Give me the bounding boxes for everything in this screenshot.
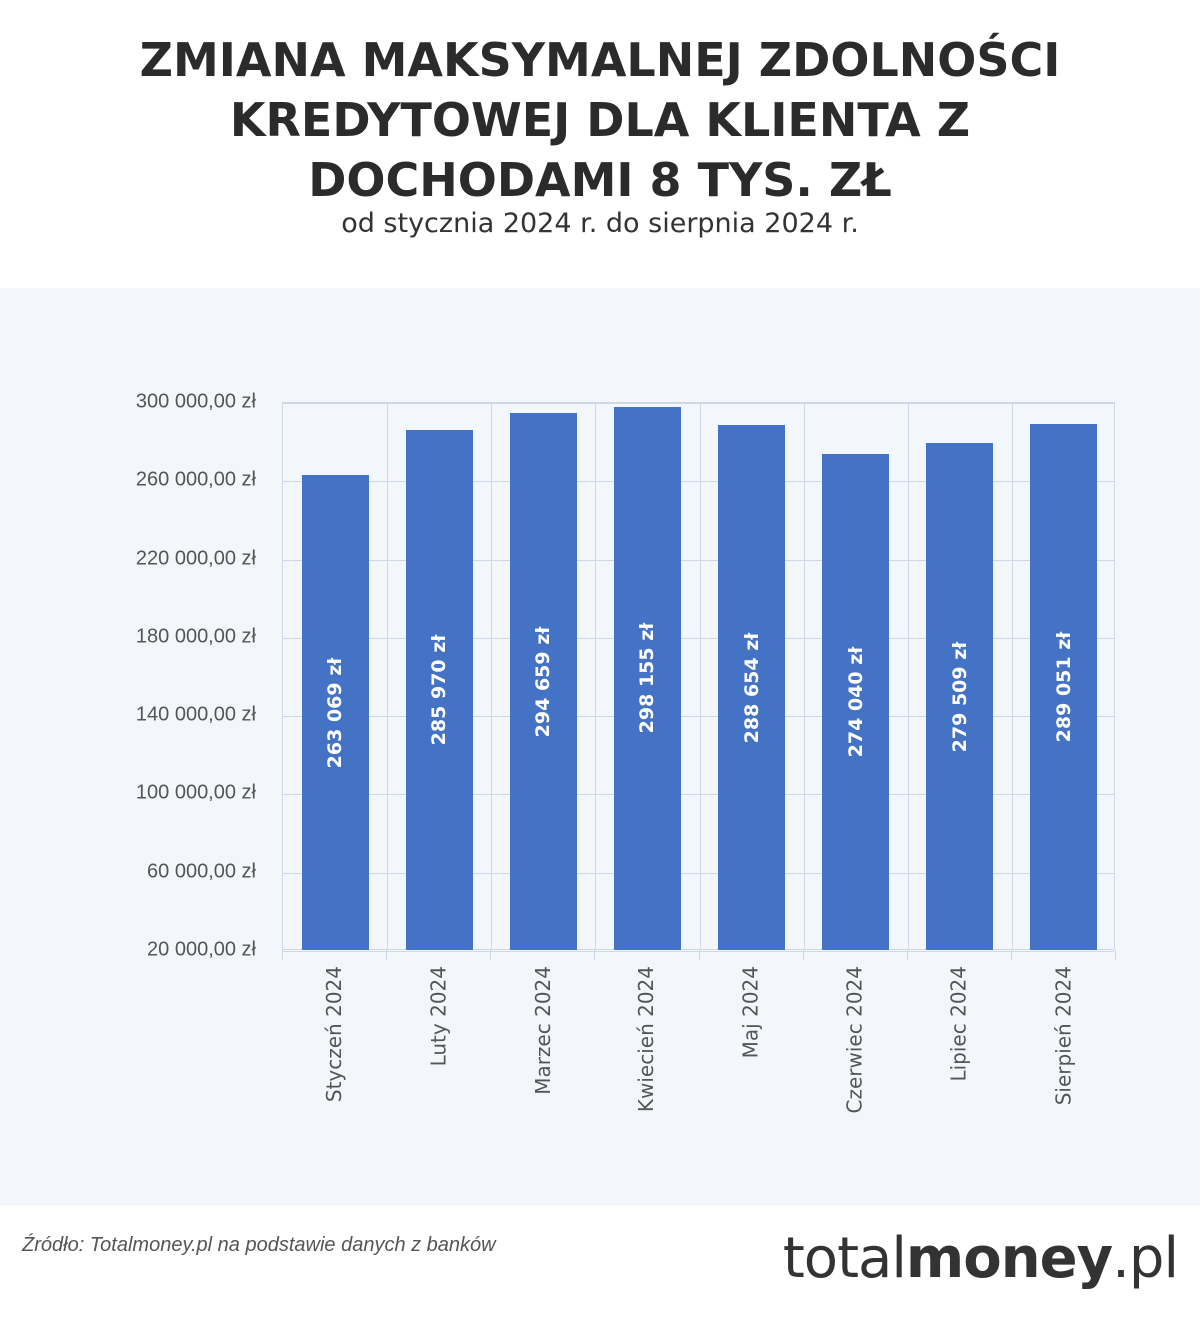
x-tick-label: Maj 2024	[738, 966, 763, 1059]
x-tick-label: Marzec 2024	[530, 966, 555, 1095]
h-gridline	[283, 637, 1114, 639]
x-tick-mark	[906, 950, 908, 960]
logo-light: total	[782, 1226, 907, 1291]
x-tick-mark	[802, 950, 804, 960]
bar: 263 069 zł	[301, 475, 369, 950]
title-line-3: DOCHODAMI 8 TYS. ZŁ	[308, 153, 892, 207]
bar: 298 155 zł	[613, 406, 681, 950]
bar: 289 051 zł	[1030, 424, 1098, 950]
h-gridline	[283, 794, 1114, 796]
y-tick-label: 220 000,00 zł	[135, 547, 256, 570]
chart-panel	[0, 288, 1200, 1206]
x-tick-label: Styczeń 2024	[322, 966, 347, 1103]
h-gridline	[283, 403, 1114, 404]
x-tick-label: Czerwiec 2024	[842, 966, 867, 1114]
bar-value-label: 279 509 zł	[948, 641, 971, 752]
x-tick-mark	[386, 950, 388, 960]
bar-value-label: 294 659 zł	[532, 626, 555, 738]
v-gridline	[595, 403, 597, 949]
bar-value-label: 288 654 zł	[740, 632, 763, 743]
y-tick-label: 20 000,00 zł	[147, 938, 256, 961]
v-gridline	[803, 403, 805, 949]
y-tick-label: 180 000,00 zł	[135, 625, 256, 648]
chart-title: ZMIANA MAKSYMALNEJ ZDOLNOŚCI KREDYTOWEJ …	[0, 30, 1200, 210]
x-tick-mark	[1115, 950, 1116, 960]
plot-area: 263 069 zł 285 970 zł 294 659 zł 298 155 zł…	[282, 402, 1115, 952]
x-tick-mark	[1010, 950, 1012, 960]
bar: 294 659 zł	[509, 413, 577, 950]
bar-value-label: 298 155 zł	[636, 622, 659, 734]
logo-bold: money	[905, 1226, 1113, 1291]
bar: 285 970 zł	[405, 430, 473, 950]
v-gridline	[907, 403, 909, 949]
y-tick-label: 300 000,00 zł	[135, 390, 256, 413]
x-tick-label: Kwiecień 2024	[634, 966, 659, 1113]
bar-value-label: 289 051 zł	[1052, 631, 1075, 743]
bar-value-label: 263 069 zł	[324, 657, 347, 768]
x-tick-label: Luty 2024	[426, 966, 451, 1067]
h-gridline	[283, 872, 1114, 874]
x-tick-mark	[698, 950, 700, 960]
v-gridline	[1011, 403, 1013, 949]
source-note: Źródło: Totalmoney.pl na podstawie danyc…	[22, 1234, 496, 1256]
v-gridline	[387, 403, 389, 949]
x-tick-mark	[490, 950, 492, 960]
brand-logo: totalmoney.pl	[782, 1226, 1179, 1291]
y-tick-label: 60 000,00 zł	[147, 860, 256, 883]
x-tick-mark	[282, 950, 283, 960]
v-gridline	[491, 403, 493, 949]
bar: 279 509 zł	[926, 443, 994, 950]
y-tick-label: 260 000,00 zł	[135, 468, 256, 491]
bar-value-label: 285 970 zł	[428, 634, 451, 746]
y-tick-label: 140 000,00 zł	[135, 703, 256, 726]
h-gridline	[283, 559, 1114, 561]
logo-suffix: .pl	[1112, 1226, 1179, 1291]
bar: 274 040 zł	[822, 453, 890, 950]
chart-subtitle: od stycznia 2024 r. do sierpnia 2024 r.	[341, 208, 859, 239]
title-line-2: KREDYTOWEJ DLA KLIENTA Z	[229, 93, 971, 147]
x-tick-mark	[594, 950, 596, 960]
v-gridline	[699, 403, 701, 949]
h-gridline	[283, 481, 1114, 483]
bar: 288 654 zł	[718, 425, 786, 950]
x-tick-label: Lipiec 2024	[946, 966, 971, 1082]
h-gridline	[283, 716, 1114, 718]
title-line-1: ZMIANA MAKSYMALNEJ ZDOLNOŚCI	[139, 33, 1061, 87]
bar-value-label: 274 040 zł	[844, 646, 867, 758]
y-tick-label: 100 000,00 zł	[135, 781, 256, 804]
x-tick-label: Sierpień 2024	[1050, 966, 1075, 1106]
